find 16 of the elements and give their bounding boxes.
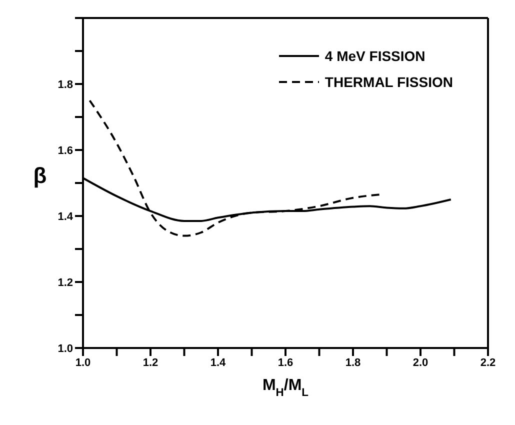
x-tick-label: 1.6: [278, 356, 294, 369]
x-tick-label: 2.2: [480, 356, 496, 369]
y-tick-label: 1.8: [58, 78, 73, 91]
x-tick-label: 1.0: [75, 356, 91, 369]
y-tick-label: 1.4: [58, 210, 74, 223]
y-axis-title: β: [33, 163, 47, 188]
x-tick-label: 1.2: [142, 356, 158, 369]
y-tick-label: 1.6: [58, 144, 73, 157]
y-tick-label: 1.0: [58, 342, 73, 355]
x-axis-title: M$_{H}$/M$_{L}$: [262, 377, 309, 399]
legend-label: THERMAL FISSION: [324, 74, 453, 90]
legend-label: 4 MeV FISSION: [324, 48, 426, 64]
y-tick-label: 1.2: [58, 276, 73, 289]
x-tick-label: 1.8: [345, 356, 361, 369]
x-tick-label: 2.0: [412, 356, 428, 369]
x-tick-label: 1.4: [210, 356, 227, 369]
